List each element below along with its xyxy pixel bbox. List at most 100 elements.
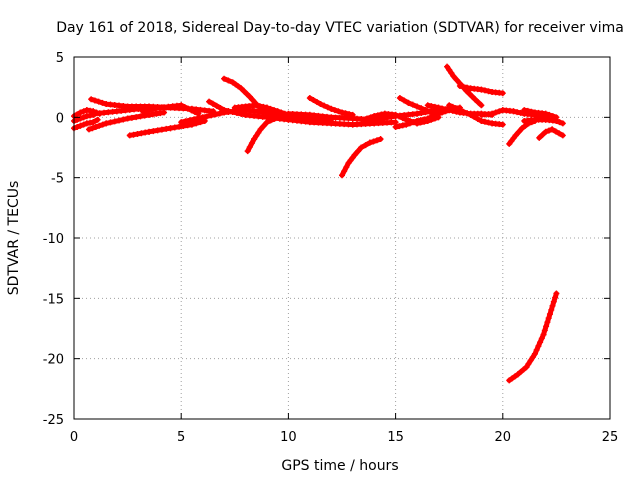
data-point bbox=[349, 111, 356, 118]
data-point bbox=[339, 172, 345, 179]
data-point bbox=[377, 136, 384, 143]
x-tick-label: 10 bbox=[280, 430, 297, 445]
data-point bbox=[257, 126, 264, 133]
data-point bbox=[449, 103, 456, 110]
data-point bbox=[475, 99, 482, 106]
data-point bbox=[225, 108, 232, 115]
data-point bbox=[524, 107, 531, 114]
data-point bbox=[346, 111, 353, 118]
data-point bbox=[188, 121, 195, 128]
data-point bbox=[133, 114, 140, 121]
data-point bbox=[533, 346, 540, 353]
data-point bbox=[263, 110, 270, 117]
data-point bbox=[206, 98, 213, 105]
data-point bbox=[464, 84, 471, 91]
data-point bbox=[185, 105, 192, 112]
data-point bbox=[271, 107, 278, 114]
data-markers bbox=[71, 63, 566, 384]
data-point bbox=[489, 110, 496, 117]
x-tick-label: 15 bbox=[387, 430, 404, 445]
data-point bbox=[401, 97, 408, 104]
data-point bbox=[77, 122, 84, 129]
series-arc-13 bbox=[244, 111, 292, 155]
data-point bbox=[485, 119, 492, 126]
x-tick-label: 0 bbox=[70, 430, 78, 445]
data-point bbox=[428, 103, 435, 110]
data-point bbox=[341, 168, 348, 175]
data-point bbox=[492, 109, 499, 116]
data-point bbox=[549, 126, 556, 133]
data-point bbox=[306, 95, 313, 102]
data-point bbox=[176, 123, 183, 130]
series-arc-19 bbox=[396, 95, 438, 117]
data-point bbox=[161, 109, 168, 116]
data-point bbox=[362, 142, 369, 149]
data-point bbox=[552, 294, 559, 301]
data-point bbox=[435, 104, 442, 111]
data-point bbox=[267, 117, 274, 124]
data-point bbox=[431, 110, 438, 117]
data-point bbox=[184, 122, 191, 129]
data-point bbox=[154, 127, 161, 134]
data-point bbox=[186, 117, 193, 124]
data-point bbox=[77, 115, 84, 122]
data-point bbox=[246, 93, 253, 100]
data-point bbox=[355, 148, 362, 155]
data-point bbox=[545, 315, 552, 322]
data-point bbox=[209, 100, 216, 107]
data-point bbox=[281, 112, 288, 119]
data-point bbox=[467, 111, 474, 118]
data-point bbox=[158, 126, 165, 133]
data-point bbox=[90, 119, 97, 126]
y-tick-label: -20 bbox=[43, 353, 64, 368]
data-point bbox=[96, 122, 103, 129]
data-point bbox=[150, 128, 157, 135]
data-point bbox=[424, 102, 431, 109]
data-point bbox=[188, 107, 195, 114]
data-point bbox=[414, 103, 421, 110]
data-point bbox=[399, 122, 406, 129]
data-point bbox=[216, 110, 223, 117]
data-point bbox=[538, 335, 545, 342]
data-point bbox=[510, 108, 517, 115]
data-point bbox=[263, 119, 270, 126]
data-point bbox=[406, 120, 413, 127]
data-point bbox=[446, 66, 453, 73]
x-tick-label: 25 bbox=[602, 430, 619, 445]
data-point bbox=[256, 103, 263, 110]
data-point bbox=[417, 117, 424, 124]
data-point bbox=[193, 120, 200, 127]
data-point bbox=[238, 85, 245, 92]
data-point bbox=[225, 77, 232, 84]
data-point bbox=[221, 107, 228, 114]
data-point bbox=[456, 82, 463, 89]
data-point bbox=[271, 115, 278, 122]
data-point bbox=[92, 123, 99, 130]
data-point bbox=[364, 115, 371, 122]
data-point bbox=[88, 96, 95, 103]
x-tick-label: 20 bbox=[495, 430, 512, 445]
data-point bbox=[528, 108, 535, 115]
data-point bbox=[182, 118, 189, 125]
data-point bbox=[339, 109, 345, 116]
data-point bbox=[444, 63, 451, 70]
data-point bbox=[549, 302, 556, 309]
data-point bbox=[529, 354, 536, 361]
data-point bbox=[418, 105, 425, 112]
data-point bbox=[243, 91, 250, 98]
data-point bbox=[91, 97, 98, 104]
data-point bbox=[163, 125, 170, 132]
data-point bbox=[550, 298, 557, 305]
data-point bbox=[540, 331, 547, 338]
data-point bbox=[542, 110, 549, 117]
data-point bbox=[335, 108, 342, 115]
data-point bbox=[512, 132, 519, 139]
data-point bbox=[267, 105, 274, 112]
data-point bbox=[244, 148, 251, 155]
data-point bbox=[403, 121, 410, 128]
y-tick-label: -15 bbox=[43, 292, 64, 307]
data-point bbox=[531, 350, 538, 357]
data-point bbox=[77, 109, 84, 116]
data-point bbox=[478, 86, 485, 93]
data-point bbox=[496, 108, 503, 115]
